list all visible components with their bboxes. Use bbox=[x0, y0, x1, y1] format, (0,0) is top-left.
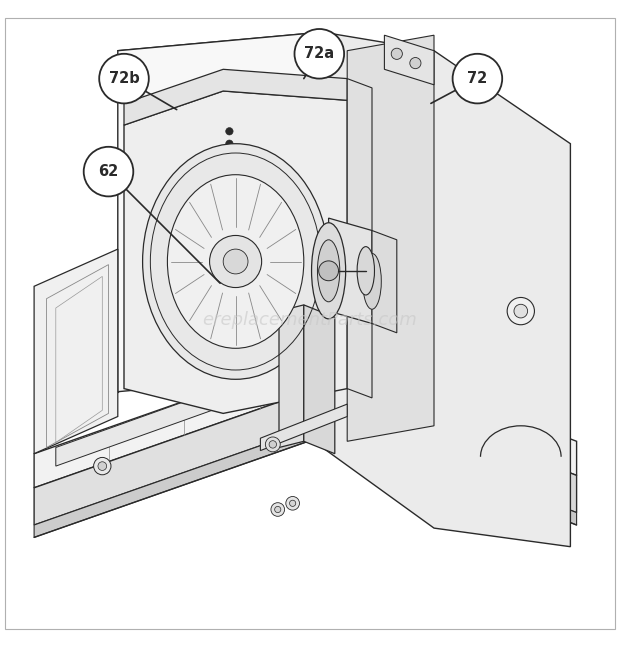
Circle shape bbox=[210, 236, 262, 287]
Polygon shape bbox=[124, 69, 347, 125]
Circle shape bbox=[265, 437, 280, 452]
Circle shape bbox=[286, 496, 299, 510]
Polygon shape bbox=[316, 355, 546, 460]
Text: 72a: 72a bbox=[304, 47, 334, 61]
Ellipse shape bbox=[143, 144, 329, 379]
Polygon shape bbox=[34, 420, 335, 538]
Circle shape bbox=[226, 140, 233, 148]
Circle shape bbox=[319, 261, 339, 281]
Circle shape bbox=[269, 441, 277, 448]
Polygon shape bbox=[335, 382, 577, 512]
Circle shape bbox=[391, 49, 402, 60]
Circle shape bbox=[514, 304, 528, 318]
Ellipse shape bbox=[167, 175, 304, 348]
Polygon shape bbox=[118, 32, 322, 391]
Circle shape bbox=[290, 500, 296, 507]
Polygon shape bbox=[34, 382, 335, 525]
Polygon shape bbox=[347, 78, 372, 398]
Text: ereplacementParts.com: ereplacementParts.com bbox=[203, 311, 417, 329]
Polygon shape bbox=[384, 35, 434, 85]
Polygon shape bbox=[347, 35, 434, 441]
Polygon shape bbox=[304, 305, 335, 454]
Circle shape bbox=[99, 54, 149, 104]
Text: 72: 72 bbox=[467, 71, 487, 86]
Circle shape bbox=[271, 503, 285, 516]
Ellipse shape bbox=[312, 223, 346, 319]
Circle shape bbox=[223, 249, 248, 274]
Circle shape bbox=[294, 29, 344, 78]
Circle shape bbox=[410, 58, 421, 69]
Circle shape bbox=[453, 54, 502, 104]
Ellipse shape bbox=[363, 254, 381, 309]
Polygon shape bbox=[322, 32, 570, 547]
Polygon shape bbox=[335, 420, 577, 525]
Circle shape bbox=[507, 298, 534, 325]
Polygon shape bbox=[56, 355, 316, 466]
Polygon shape bbox=[260, 404, 347, 450]
Circle shape bbox=[226, 127, 233, 135]
Ellipse shape bbox=[317, 240, 340, 302]
Polygon shape bbox=[34, 348, 577, 488]
Circle shape bbox=[275, 507, 281, 512]
Ellipse shape bbox=[357, 247, 374, 295]
Text: 62: 62 bbox=[99, 164, 118, 179]
Circle shape bbox=[98, 462, 107, 470]
Circle shape bbox=[94, 457, 111, 475]
Polygon shape bbox=[372, 230, 397, 333]
Text: 72b: 72b bbox=[108, 71, 140, 86]
Polygon shape bbox=[124, 91, 347, 413]
Polygon shape bbox=[279, 305, 304, 448]
Circle shape bbox=[84, 147, 133, 197]
Polygon shape bbox=[34, 249, 118, 454]
Polygon shape bbox=[329, 218, 372, 324]
